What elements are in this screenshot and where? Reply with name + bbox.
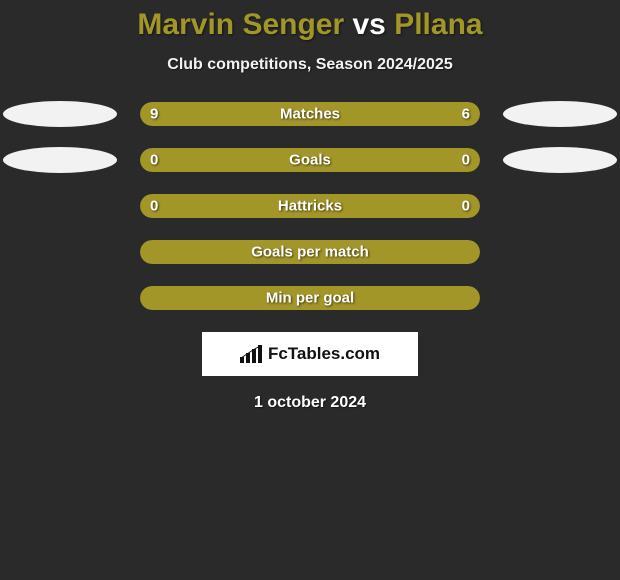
title-player2: Pllana (394, 8, 482, 41)
comparison-infographic: Marvin Senger vs Pllana Club competition… (0, 0, 620, 412)
title-vs: vs (344, 8, 394, 41)
stat-bar-right (310, 240, 480, 264)
bars-chart-icon (240, 345, 262, 363)
stat-row: Matches96 (0, 102, 620, 126)
source-logo: FcTables.com (202, 332, 418, 376)
stat-bar-track (140, 102, 480, 126)
stat-row: Min per goal (0, 286, 620, 310)
subtitle: Club competitions, Season 2024/2025 (0, 56, 620, 74)
stat-bar-left (140, 194, 310, 218)
stat-value-left: 0 (150, 152, 158, 169)
stat-bar-left (140, 240, 310, 264)
stat-bar-left (140, 286, 310, 310)
stat-row: Hattricks00 (0, 194, 620, 218)
stat-bar-right (310, 148, 480, 172)
stat-value-left: 0 (150, 198, 158, 215)
stat-bar-track (140, 240, 480, 264)
stat-bar-track (140, 148, 480, 172)
stat-row: Goals00 (0, 148, 620, 172)
date-text: 1 october 2024 (0, 394, 620, 412)
logo-text: FcTables.com (268, 344, 380, 364)
stat-bar-left (140, 102, 344, 126)
stat-bar-right (310, 286, 480, 310)
stat-rows: Matches96Goals00Hattricks00Goals per mat… (0, 102, 620, 310)
page-title: Marvin Senger vs Pllana (0, 8, 620, 42)
stat-value-right: 0 (462, 152, 470, 169)
title-player1: Marvin Senger (137, 8, 344, 41)
stat-bar-right (344, 102, 480, 126)
stat-ellipse-right (503, 147, 617, 173)
stat-bar-track (140, 194, 480, 218)
stat-bar-track (140, 286, 480, 310)
stat-value-left: 9 (150, 106, 158, 123)
stat-row: Goals per match (0, 240, 620, 264)
stat-bar-right (310, 194, 480, 218)
stat-value-right: 6 (462, 106, 470, 123)
stat-ellipse-left (3, 101, 117, 127)
stat-ellipse-left (3, 147, 117, 173)
stat-value-right: 0 (462, 198, 470, 215)
stat-bar-left (140, 148, 310, 172)
stat-ellipse-right (503, 101, 617, 127)
